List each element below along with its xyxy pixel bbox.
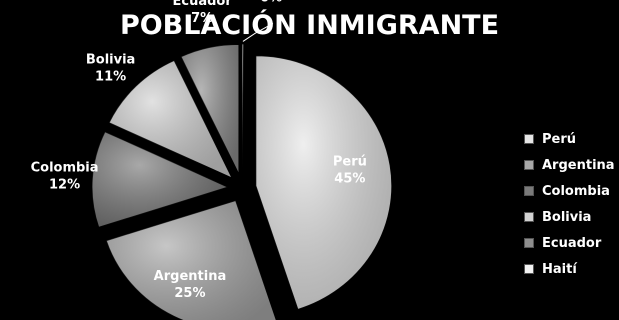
legend-label-colombia: Colombia [542,183,610,199]
legend-label-ecuador: Ecuador [542,235,602,251]
legend-swatch-argentina [524,160,534,170]
data-label-name-bolivia: Bolivia [86,53,135,68]
legend-item-bolivia: Bolivia [524,204,619,230]
data-label-colombia: Colombia 12% [31,161,99,193]
data-label-value-bolivia: 11% [95,70,126,85]
data-label-haiti: Haití0% [254,0,290,6]
legend-item-peru: Perú [524,126,619,152]
pie-slice-shading-ecuador [181,44,239,175]
legend-swatch-ecuador [524,238,534,248]
pie-slice-shading-peru [255,55,392,310]
data-label-argentina: Argentina 25% [154,269,227,301]
data-label-value-argentina: 25% [174,286,205,301]
pie-slice-shading-colombia [92,131,229,228]
data-label-bolivia: Bolivia 11% [86,53,135,85]
legend-item-colombia: Colombia [524,178,619,204]
data-label-name-colombia: Colombia [31,161,99,176]
legend-label-haiti: Haití [542,261,577,277]
legend-item-haiti: Haití [524,256,619,282]
legend-label-peru: Perú [542,131,577,147]
legend-swatch-peru [524,134,534,144]
legend-label-argentina: Argentina [542,157,615,173]
leader-line-haiti [242,22,274,42]
legend-swatch-haiti [524,264,534,274]
pie-slice-shading-bolivia [109,60,233,179]
legend-swatch-bolivia [524,212,534,222]
data-label-name-ecuador: Ecuador [173,0,233,9]
data-label-peru: Perú 45% [333,155,367,187]
legend-item-argentina: Argentina [524,152,619,178]
data-label-ecuador: Ecuador 7% [173,0,233,26]
pie-slice-shading-haiti [242,44,244,175]
pie-slice-shading-argentina [106,200,277,320]
legend-label-bolivia: Bolivia [542,209,592,225]
data-label-value-ecuador: 7% [191,11,213,26]
data-label-value-haiti: 0% [260,0,282,6]
legend-item-ecuador: Ecuador [524,230,619,256]
data-label-value-colombia: 12% [49,178,80,193]
data-label-value-peru: 45% [334,172,365,187]
data-label-name-argentina: Argentina [154,269,227,284]
chart-title: POBLACIÓN INMIGRANTE [119,10,500,41]
legend-swatch-colombia [524,186,534,196]
data-label-name-peru: Perú [333,155,367,170]
legend: Perú Argentina Colombia Bolivia Ecuador Haití [524,126,619,282]
